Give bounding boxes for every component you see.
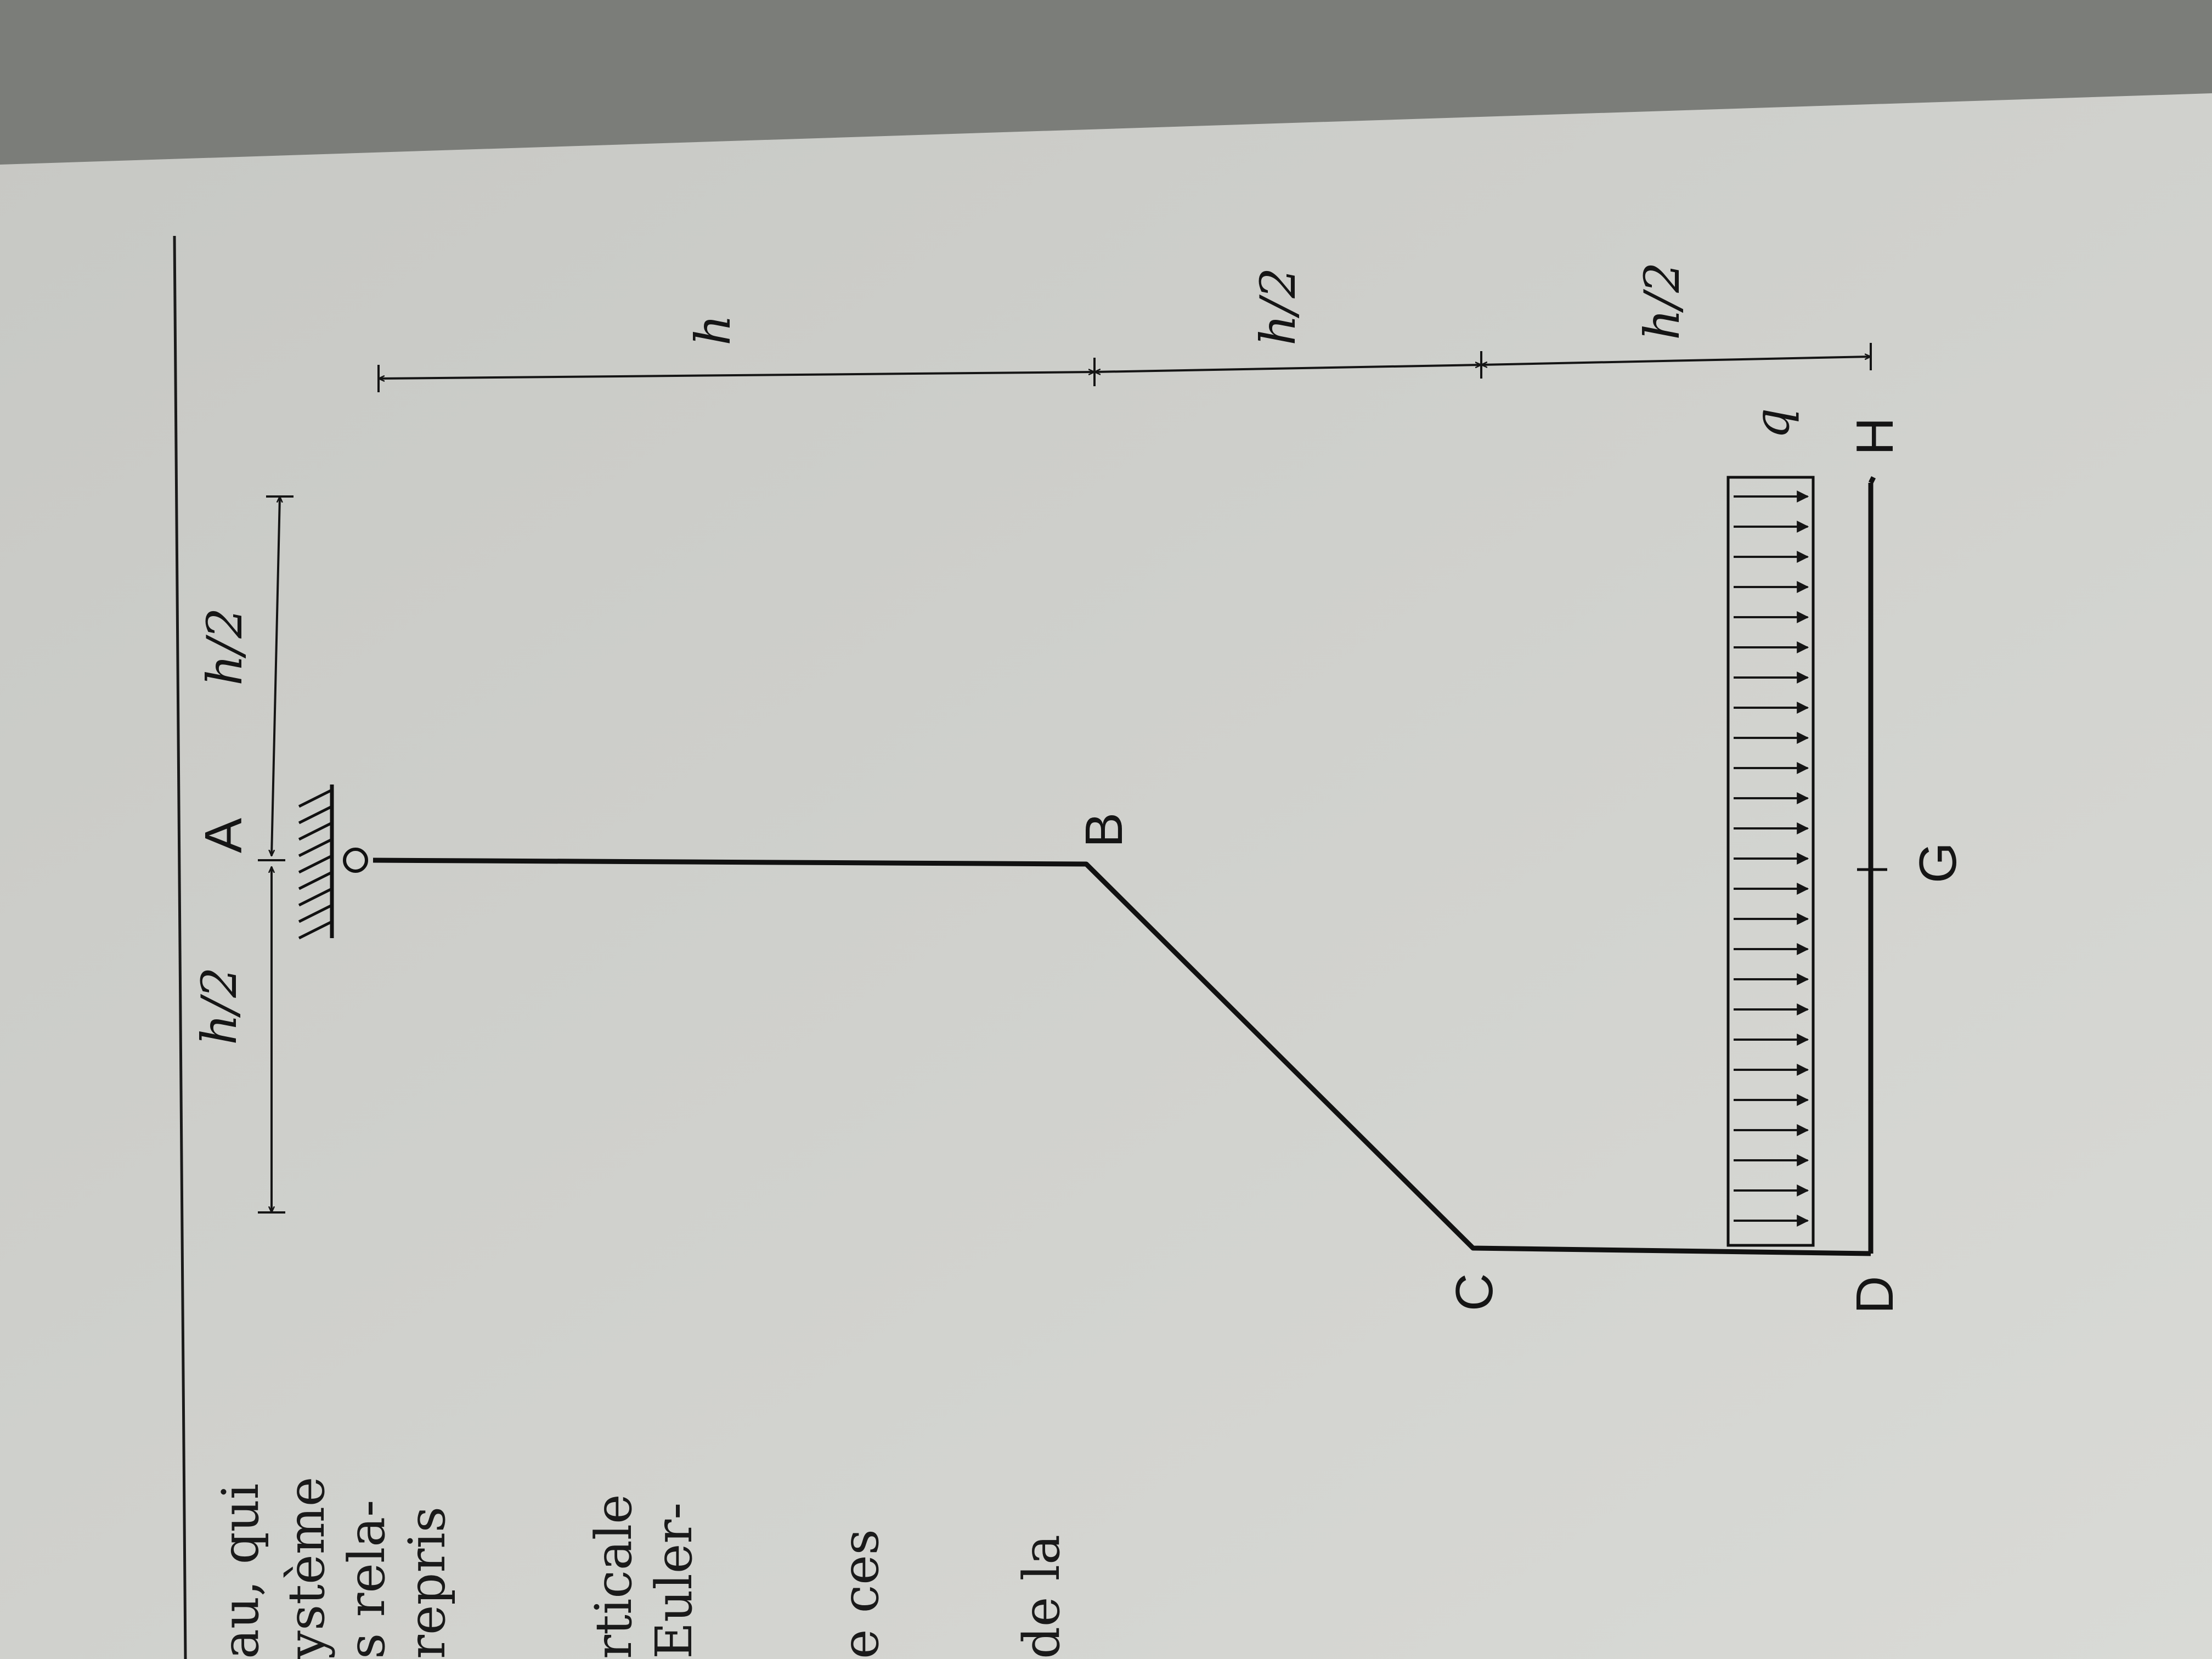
pin-support-a [298, 785, 368, 940]
load-frame [1726, 476, 1815, 1247]
dim-line-h [379, 372, 1094, 379]
load-label-q: q [1743, 408, 1800, 439]
dim-label-right-top: h [685, 314, 741, 346]
point-label-c: C [1445, 1273, 1504, 1311]
side-text-line-5: rticale [584, 1494, 643, 1659]
side-text-line-6: Euler- [645, 1503, 703, 1659]
side-text-line-2: ystème [277, 1477, 336, 1659]
side-text: au, qui ystème s rela- repris rticale Eu… [211, 1477, 1071, 1659]
pin-joint-icon [343, 848, 368, 873]
dim-line-h2-bottom [1481, 357, 1871, 365]
dim-label-top-right: h/2 [196, 608, 253, 686]
beam-h-end [1868, 476, 1876, 484]
side-text-line-3: s rela- [337, 1500, 396, 1659]
top-dimension [258, 495, 294, 1214]
point-label-a: A [194, 818, 253, 853]
dim-label-right-bottom: h/2 [1634, 262, 1690, 340]
side-text-line-8: de la [1012, 1534, 1071, 1659]
distributed-load-q: q [1726, 408, 1815, 1247]
paper-sheet [0, 93, 2212, 1659]
side-text-line-4: repris [398, 1506, 456, 1659]
dim-line-h2-mid [1094, 365, 1481, 372]
load-arrows [1734, 490, 1809, 1227]
page-rule-line [173, 235, 187, 1659]
point-label-b: B [1075, 812, 1133, 848]
member-a-b-c-d [373, 857, 1871, 1256]
point-label-d: D [1846, 1276, 1904, 1314]
right-dimension [377, 343, 1872, 392]
point-label-g: G [1909, 842, 1967, 883]
dim-label-top-left: h/2 [191, 967, 247, 1045]
dim-line-right [272, 496, 280, 856]
support-hatch [298, 788, 333, 940]
side-text-line-7: e ces [831, 1529, 890, 1659]
dim-label-right-middle: h/2 [1250, 268, 1306, 346]
point-label-h: H [1846, 417, 1904, 455]
side-text-line-1: au, qui [211, 1483, 270, 1659]
